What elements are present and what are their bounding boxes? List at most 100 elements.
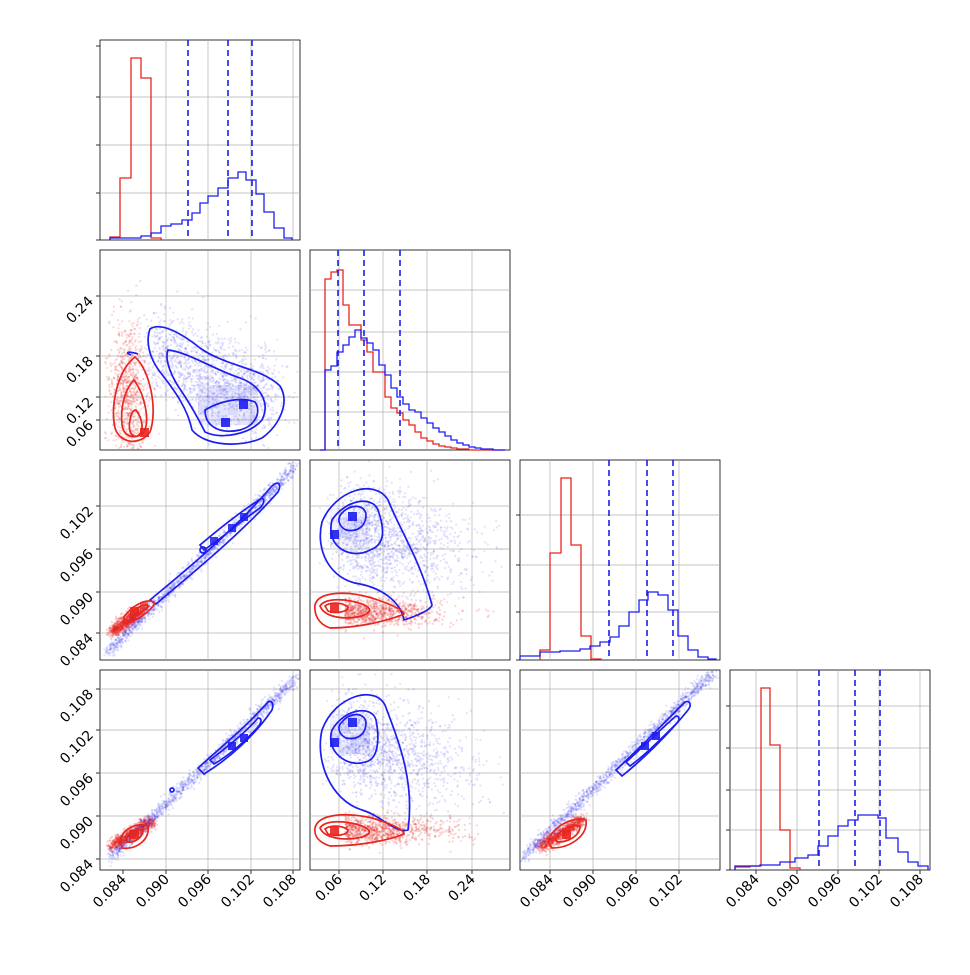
- joint-p2-vs-p1-series-b-point: [181, 321, 183, 323]
- joint-p2-vs-p1-series-a-point: [131, 403, 133, 405]
- joint-p3-vs-p2-series-a-point: [374, 624, 376, 626]
- joint-p2-vs-p1-series-b-point: [193, 385, 195, 387]
- joint-p2-vs-p1-series-a-point: [147, 405, 149, 407]
- joint-p2-vs-p1-series-b-point: [243, 355, 245, 357]
- joint-p2-vs-p1-series-b-point: [174, 387, 176, 389]
- joint-p2-vs-p1-series-b-point: [163, 313, 165, 315]
- joint-p2-vs-p1-series-b-point: [175, 333, 177, 335]
- joint-p2-vs-p1-series-a-point: [113, 310, 115, 312]
- joint-p2-vs-p1-series-b-point: [182, 396, 184, 398]
- joint-p2-vs-p1-series-a-point: [120, 443, 122, 445]
- joint-p2-vs-p1-series-b-point: [182, 400, 184, 402]
- joint-p2-vs-p1-series-b-point: [182, 322, 184, 324]
- joint-p2-vs-p1-series-a-point: [123, 352, 125, 354]
- joint-p2-vs-p1-series-a-point: [121, 366, 123, 368]
- joint-p2-vs-p1-series-b-point: [192, 328, 194, 330]
- joint-p2-vs-p1-series-a-point: [124, 418, 126, 420]
- joint-p2-vs-p1-series-b-point: [162, 345, 164, 347]
- joint-p2-vs-p1-series-b-point: [173, 333, 175, 335]
- joint-p3-vs-p2-series-a-point: [363, 600, 365, 602]
- joint-p3-vs-p1-series-b-point: [281, 488, 283, 490]
- joint-p2-vs-p1-series-a-point: [121, 335, 123, 337]
- joint-p2-vs-p1-series-b-point: [262, 411, 264, 413]
- joint-p3-vs-p1-series-b-point: [113, 648, 115, 650]
- joint-p2-vs-p1-series-b-point: [195, 360, 197, 362]
- joint-p2-vs-p1-series-b-point: [227, 382, 229, 384]
- joint-p2-vs-p1-series-a-point: [135, 294, 137, 296]
- joint-p3-vs-p1-series-b-point: [117, 630, 119, 632]
- joint-p2-vs-p1-series-b-point: [191, 308, 193, 310]
- joint-p3-vs-p2-series-a-point: [434, 604, 436, 606]
- joint-p3-vs-p1-series-b-point: [295, 462, 297, 464]
- joint-p2-vs-p1-series-b-point: [159, 386, 161, 388]
- joint-p2-vs-p1-series-b-point: [151, 382, 153, 384]
- joint-p2-vs-p1-series-a-point: [137, 421, 139, 423]
- joint-p2-vs-p1-series-b-point: [251, 430, 253, 432]
- joint-p2-vs-p1-series-b-point: [205, 359, 207, 361]
- joint-p2-vs-p1-series-b-point: [191, 378, 193, 380]
- joint-p3-vs-p2-series-a-point: [438, 617, 440, 619]
- joint-p2-vs-p1-series-b-point: [179, 374, 181, 376]
- hist-param-2-panel: [310, 250, 510, 450]
- joint-p2-vs-p1-series-a-point: [129, 390, 131, 392]
- joint-p2-vs-p1-series-b-point: [234, 338, 236, 340]
- joint-p2-vs-p1-density: [198, 395, 208, 405]
- joint-p2-vs-p1-series-b-point: [148, 367, 150, 369]
- joint-p2-vs-p1-series-b-point: [260, 403, 262, 405]
- joint-p2-vs-p1-series-b-point: [245, 347, 247, 349]
- joint-p2-vs-p1-series-b-point: [267, 372, 269, 374]
- joint-p3-vs-p1-series-b-point: [282, 476, 284, 478]
- joint-p2-vs-p1-series-b-point: [265, 392, 267, 394]
- joint-p3-vs-p1-series-b-point: [177, 579, 179, 581]
- joint-p3-vs-p1-series-b-point: [161, 609, 163, 611]
- joint-p2-vs-p1-series-b-point: [239, 380, 241, 382]
- joint-p2-vs-p1-series-a-point: [128, 442, 130, 444]
- joint-p2-vs-p1-series-b-point: [197, 364, 199, 366]
- joint-p2-vs-p1-series-a-point: [137, 324, 139, 326]
- joint-p3-vs-p2-series-a-point: [385, 597, 387, 599]
- joint-p3-vs-p1-series-b-point: [275, 488, 277, 490]
- joint-p2-vs-p1-series-a-point: [139, 403, 141, 405]
- joint-p3-vs-p2-series-a-point: [420, 608, 422, 610]
- joint-p2-vs-p1-series-b-point: [185, 332, 187, 334]
- joint-p2-vs-p1-series-a-point: [132, 447, 134, 449]
- joint-p2-vs-p1-series-b-point: [194, 380, 196, 382]
- joint-p2-vs-p1-series-b-point: [260, 388, 262, 390]
- joint-p2-vs-p1-series-a-point: [126, 373, 128, 375]
- joint-p2-vs-p1-series-b-point: [265, 346, 267, 348]
- joint-p2-vs-p1-series-b-point: [142, 378, 144, 380]
- joint-p2-vs-p1-series-a-point: [127, 399, 129, 401]
- joint-p2-vs-p1-series-b-point: [184, 368, 186, 370]
- joint-p3-vs-p1-series-b-point: [109, 654, 111, 656]
- joint-p2-vs-p1-series-a-point: [140, 356, 142, 358]
- joint-p2-vs-p1-series-b-point: [145, 356, 147, 358]
- joint-p2-vs-p1-series-b-point: [193, 369, 195, 371]
- joint-p3-vs-p1-series-b-point: [141, 628, 143, 630]
- joint-p2-vs-p1-series-a-point: [104, 395, 106, 397]
- joint-p2-vs-p1-series-a-point: [136, 430, 138, 432]
- joint-p2-vs-p1-series-a-point: [116, 365, 118, 367]
- joint-p2-vs-p1-series-a-point: [130, 397, 132, 399]
- joint-p2-vs-p1-series-b-point: [267, 366, 269, 368]
- joint-p2-vs-p1-series-a-point: [127, 446, 129, 448]
- joint-p3-vs-p1-series-b-point: [203, 557, 205, 559]
- joint-p2-vs-p1-series-b-point: [170, 344, 172, 346]
- joint-p2-vs-p1-series-b-point: [198, 369, 200, 371]
- joint-p2-vs-p1-series-b-point: [214, 372, 216, 374]
- joint-p2-vs-p1-series-b-point: [168, 333, 170, 335]
- joint-p2-vs-p1-series-a-point: [143, 385, 145, 387]
- joint-p3-vs-p1-series-b-point: [255, 494, 257, 496]
- joint-p2-vs-p1-series-b-point: [266, 378, 268, 380]
- joint-p2-vs-p1-series-a-point: [119, 417, 121, 419]
- joint-p2-vs-p1-series-b-point: [164, 307, 166, 309]
- joint-p2-vs-p1-series-b-point: [236, 374, 238, 376]
- joint-p2-vs-p1-series-b-point: [166, 347, 168, 349]
- joint-p3-vs-p2-series-a-point: [396, 598, 398, 600]
- joint-p2-vs-p1-series-b-point: [222, 362, 224, 364]
- joint-p2-vs-p1-series-b-point: [245, 321, 247, 323]
- joint-p2-vs-p1-series-b-point: [180, 365, 182, 367]
- joint-p2-vs-p1-series-b-point: [267, 403, 269, 405]
- joint-p3-vs-p2-series-a-point: [398, 595, 400, 597]
- joint-p2-vs-p1-series-b-point: [277, 380, 279, 382]
